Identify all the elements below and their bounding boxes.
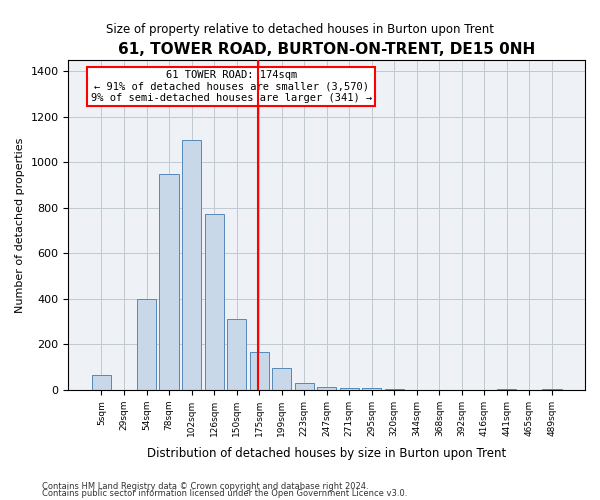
Text: Contains public sector information licensed under the Open Government Licence v3: Contains public sector information licen…: [42, 490, 407, 498]
Title: 61, TOWER ROAD, BURTON-ON-TRENT, DE15 0NH: 61, TOWER ROAD, BURTON-ON-TRENT, DE15 0N…: [118, 42, 535, 58]
Bar: [227, 320, 246, 390]
Bar: [385, 389, 404, 390]
Bar: [205, 214, 224, 390]
Bar: [137, 299, 156, 390]
Text: Size of property relative to detached houses in Burton upon Trent: Size of property relative to detached ho…: [106, 22, 494, 36]
Text: 61 TOWER ROAD: 174sqm
← 91% of detached houses are smaller (3,570)
9% of semi-de: 61 TOWER ROAD: 174sqm ← 91% of detached …: [91, 70, 372, 103]
Bar: [340, 388, 359, 390]
Bar: [182, 140, 201, 390]
Bar: [295, 383, 314, 390]
Text: Contains HM Land Registry data © Crown copyright and database right 2024.: Contains HM Land Registry data © Crown c…: [42, 482, 368, 491]
Bar: [317, 386, 336, 390]
Bar: [362, 388, 382, 390]
Bar: [497, 389, 517, 390]
Bar: [272, 368, 291, 390]
Bar: [160, 174, 179, 390]
Y-axis label: Number of detached properties: Number of detached properties: [15, 138, 25, 312]
Bar: [250, 352, 269, 390]
Bar: [92, 375, 111, 390]
Bar: [542, 389, 562, 390]
X-axis label: Distribution of detached houses by size in Burton upon Trent: Distribution of detached houses by size …: [147, 447, 506, 460]
